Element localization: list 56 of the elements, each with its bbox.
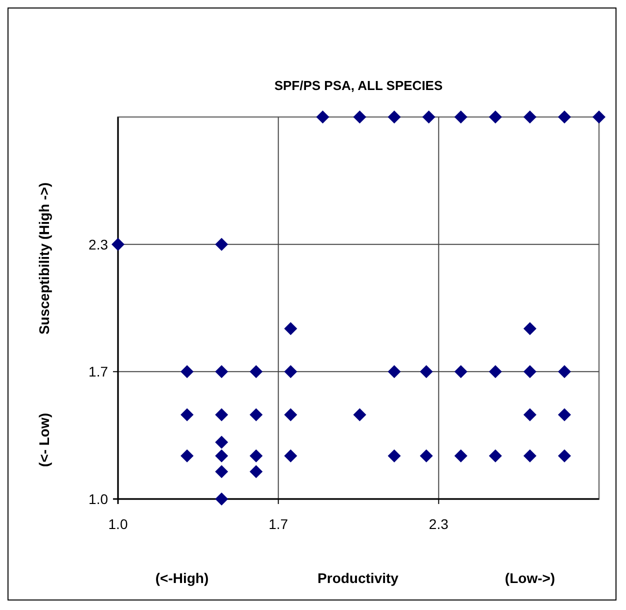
point bbox=[558, 365, 571, 378]
x-tick-label: 1.7 bbox=[268, 516, 288, 532]
x-tick-label: 1.0 bbox=[108, 516, 128, 532]
point bbox=[523, 449, 536, 462]
text: (<- Low) bbox=[36, 412, 52, 468]
point bbox=[284, 365, 298, 378]
point bbox=[284, 449, 298, 462]
x-axis-title: Productivity bbox=[318, 570, 399, 586]
point bbox=[422, 110, 436, 124]
point bbox=[250, 449, 263, 462]
point bbox=[250, 465, 263, 478]
point bbox=[250, 365, 263, 378]
point bbox=[112, 238, 124, 251]
point bbox=[353, 408, 366, 422]
y-axis-title: Susceptibility (High ->) bbox=[36, 182, 52, 335]
point bbox=[558, 449, 571, 462]
point bbox=[488, 365, 502, 378]
point bbox=[454, 365, 468, 378]
point bbox=[215, 238, 228, 251]
text: (Low->) bbox=[504, 570, 556, 586]
point bbox=[353, 110, 366, 124]
chart-title: SPF/PS PSA, ALL SPECIES bbox=[274, 78, 443, 93]
point bbox=[180, 408, 194, 422]
text: (<-High) bbox=[155, 570, 209, 586]
point bbox=[488, 110, 502, 124]
point bbox=[420, 449, 433, 462]
x-tick-label: 2.3 bbox=[428, 516, 449, 532]
point bbox=[388, 365, 401, 378]
point bbox=[420, 365, 433, 378]
point bbox=[523, 322, 536, 336]
point bbox=[284, 322, 298, 336]
y-tick-label: 1.0 bbox=[88, 491, 108, 507]
point bbox=[558, 408, 571, 422]
point bbox=[523, 408, 536, 422]
point bbox=[316, 110, 330, 124]
point bbox=[215, 492, 228, 506]
y-tick-label: 1.7 bbox=[88, 364, 108, 380]
point bbox=[215, 365, 228, 378]
point bbox=[284, 408, 298, 422]
point bbox=[180, 449, 194, 462]
point bbox=[388, 110, 401, 124]
point bbox=[215, 436, 228, 449]
point bbox=[250, 408, 263, 422]
point bbox=[180, 365, 194, 378]
point bbox=[558, 110, 571, 124]
y-tick-label: 2.3 bbox=[88, 236, 108, 252]
point bbox=[454, 110, 468, 124]
point bbox=[388, 449, 401, 462]
point bbox=[592, 110, 606, 124]
point bbox=[454, 449, 468, 462]
point bbox=[215, 465, 228, 478]
point bbox=[523, 365, 536, 378]
point bbox=[488, 449, 502, 462]
point bbox=[215, 408, 228, 422]
point bbox=[215, 449, 228, 462]
point bbox=[523, 110, 536, 124]
